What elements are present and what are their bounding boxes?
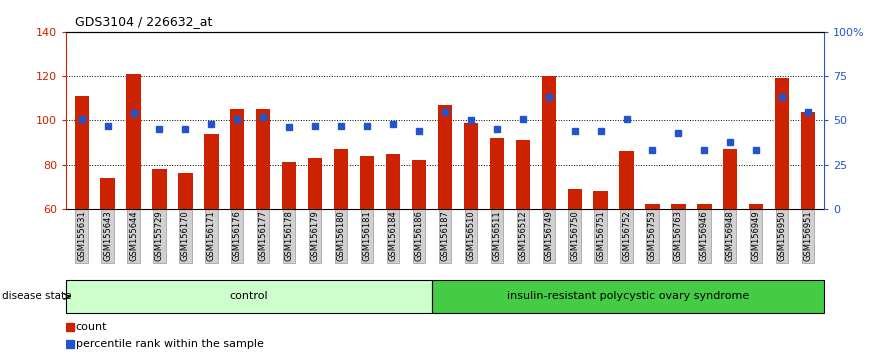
FancyBboxPatch shape (66, 280, 432, 313)
Bar (230, 109, 244, 209)
Bar (100, 178, 115, 209)
Bar (542, 76, 556, 209)
Text: control: control (230, 291, 269, 302)
Bar (490, 138, 504, 209)
Bar (463, 122, 478, 209)
Bar (801, 112, 815, 209)
Bar (411, 160, 426, 209)
Bar (567, 189, 581, 209)
Bar (308, 158, 322, 209)
Bar (282, 162, 296, 209)
Bar (749, 205, 764, 209)
Bar (723, 149, 737, 209)
Bar (671, 205, 685, 209)
Bar (152, 169, 167, 209)
FancyBboxPatch shape (432, 280, 824, 313)
Bar (178, 173, 193, 209)
Bar (697, 205, 712, 209)
Text: insulin-resistant polycystic ovary syndrome: insulin-resistant polycystic ovary syndr… (507, 291, 749, 302)
Bar (438, 105, 452, 209)
Bar (594, 191, 608, 209)
Text: disease state: disease state (2, 291, 71, 302)
Text: count: count (76, 321, 107, 332)
Bar (619, 152, 633, 209)
Bar (126, 74, 141, 209)
Text: percentile rank within the sample: percentile rank within the sample (76, 339, 263, 349)
Bar (775, 78, 789, 209)
Bar (360, 156, 374, 209)
Bar (204, 134, 218, 209)
Bar (515, 140, 529, 209)
Bar (75, 96, 89, 209)
Text: GDS3104 / 226632_at: GDS3104 / 226632_at (75, 15, 212, 28)
Bar (386, 154, 400, 209)
Bar (256, 109, 270, 209)
Bar (334, 149, 348, 209)
Bar (646, 205, 660, 209)
